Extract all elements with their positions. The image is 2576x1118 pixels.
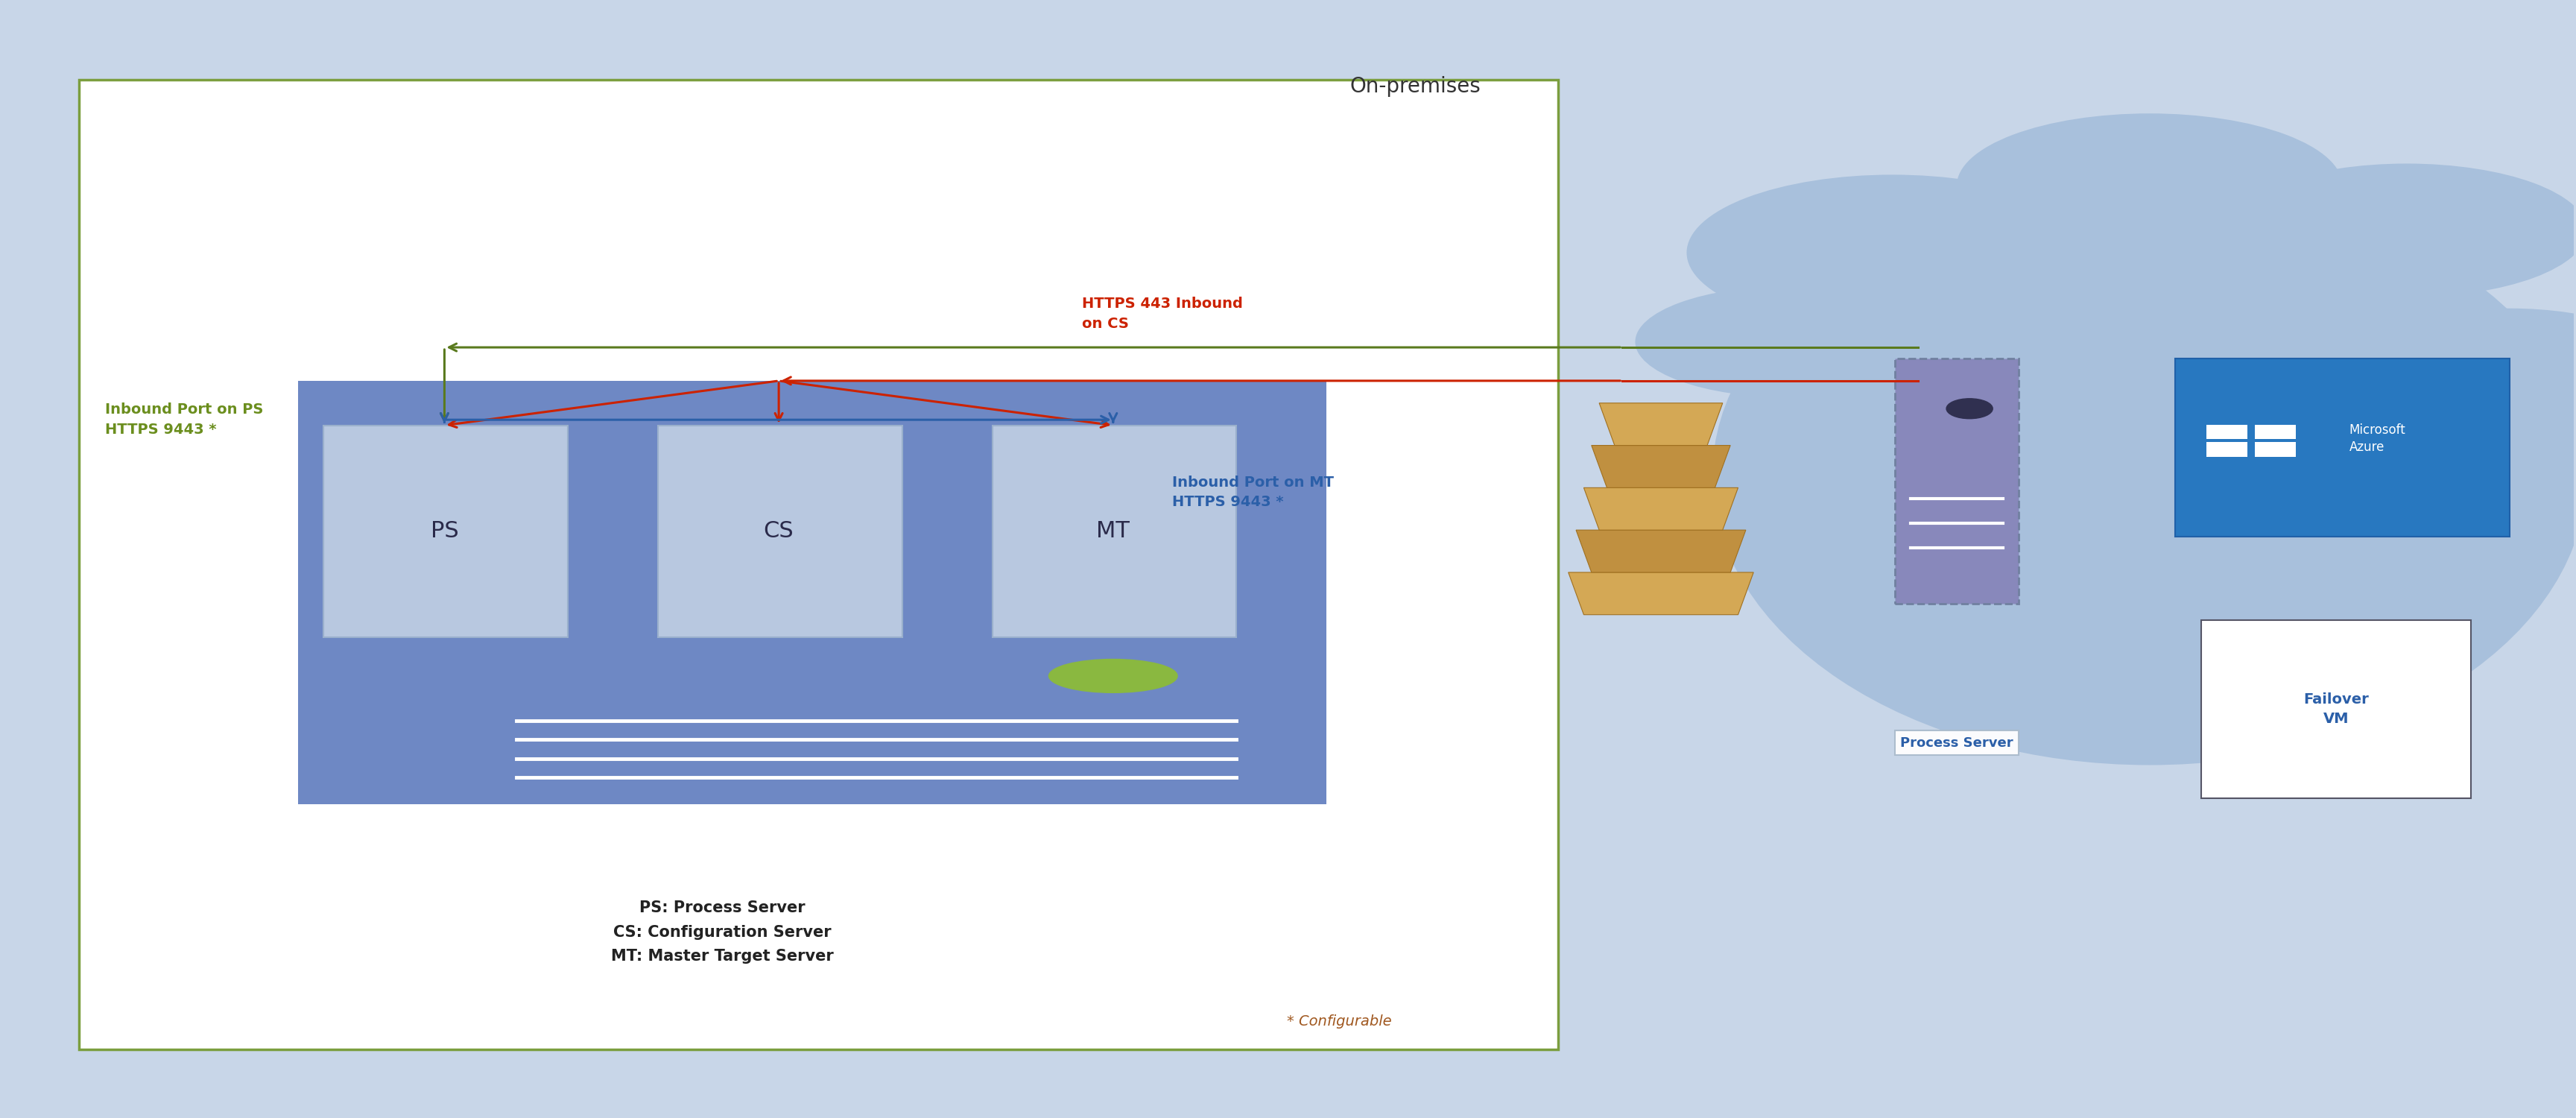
Ellipse shape xyxy=(2226,163,2576,297)
Polygon shape xyxy=(1600,404,1723,445)
FancyBboxPatch shape xyxy=(2205,425,2246,439)
Polygon shape xyxy=(1592,445,1731,487)
Text: PS: Process Server
CS: Configuration Server
MT: Master Target Server: PS: Process Server CS: Configuration Ser… xyxy=(611,900,835,964)
Ellipse shape xyxy=(1687,174,2097,331)
Polygon shape xyxy=(1584,487,1739,530)
Text: Inbound Port on MT
HTTPS 9443 *: Inbound Port on MT HTTPS 9443 * xyxy=(1172,475,1334,509)
Text: CS: CS xyxy=(762,520,793,542)
Ellipse shape xyxy=(1713,186,2576,765)
Text: MT: MT xyxy=(1097,520,1131,542)
FancyBboxPatch shape xyxy=(2254,425,2295,439)
Text: PS: PS xyxy=(430,520,459,542)
Ellipse shape xyxy=(1636,286,1945,398)
Text: HTTPS 443 Inbound
on CS: HTTPS 443 Inbound on CS xyxy=(1082,297,1244,331)
FancyBboxPatch shape xyxy=(325,425,567,637)
Text: Microsoft
Azure: Microsoft Azure xyxy=(2349,424,2406,454)
Ellipse shape xyxy=(2354,309,2576,419)
Polygon shape xyxy=(1577,530,1747,572)
FancyBboxPatch shape xyxy=(2254,443,2295,456)
Text: * Configurable: * Configurable xyxy=(1288,1014,1391,1029)
FancyBboxPatch shape xyxy=(992,425,1236,637)
Circle shape xyxy=(1947,399,1994,418)
FancyBboxPatch shape xyxy=(1896,359,2020,604)
FancyBboxPatch shape xyxy=(299,381,1327,804)
Text: Failover
VM: Failover VM xyxy=(2303,692,2370,727)
Text: Inbound Port on PS
HTTPS 9443 *: Inbound Port on PS HTTPS 9443 * xyxy=(106,402,263,437)
Text: Process Server: Process Server xyxy=(1901,736,2014,749)
FancyBboxPatch shape xyxy=(2205,443,2246,456)
FancyBboxPatch shape xyxy=(80,80,1558,1049)
Ellipse shape xyxy=(1958,113,2342,258)
FancyBboxPatch shape xyxy=(2174,359,2509,537)
Text: On-premises: On-premises xyxy=(1350,76,1481,97)
Ellipse shape xyxy=(1048,660,1177,693)
FancyBboxPatch shape xyxy=(2200,620,2470,798)
FancyBboxPatch shape xyxy=(657,425,902,637)
Polygon shape xyxy=(1569,572,1754,615)
